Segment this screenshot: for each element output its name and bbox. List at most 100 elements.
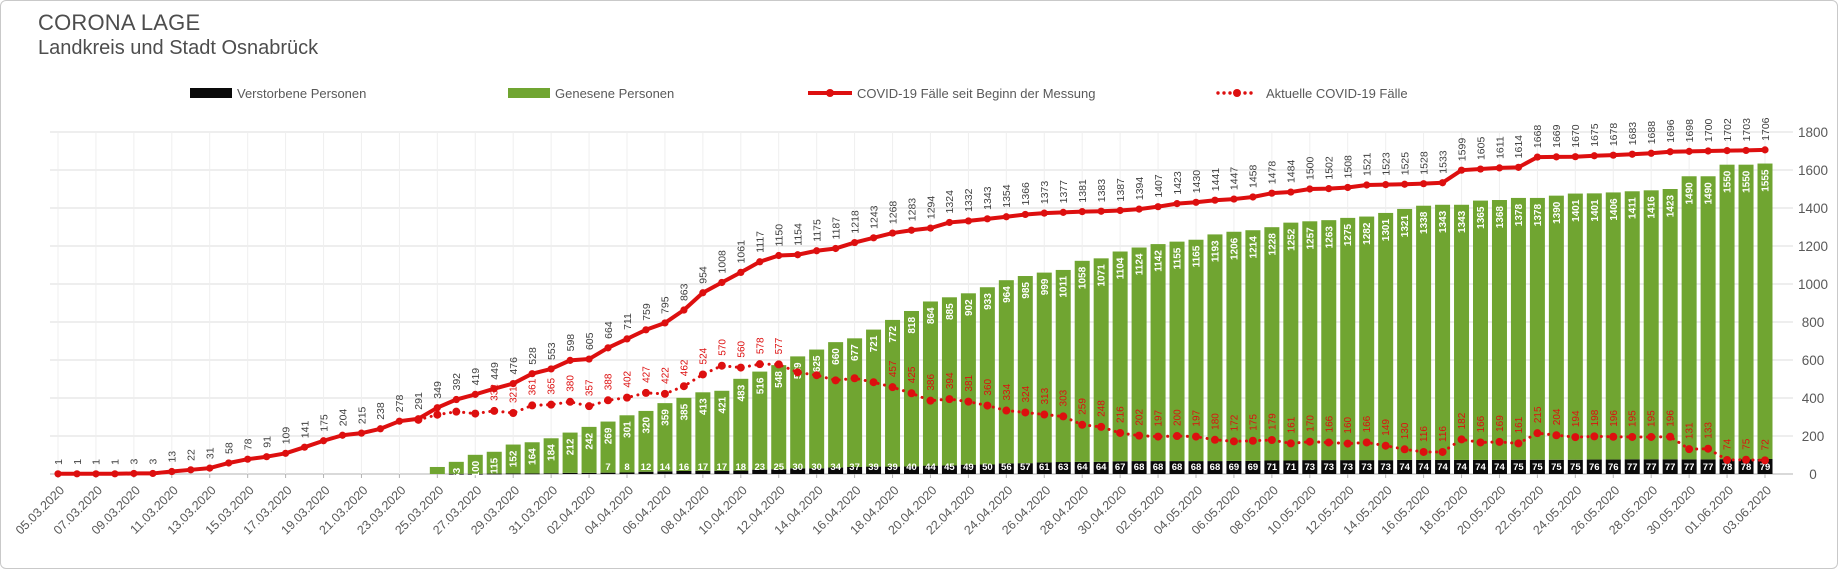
svg-text:79: 79 [1760,462,1771,473]
svg-text:1599: 1599 [1456,138,1468,162]
svg-text:44: 44 [925,462,936,473]
svg-text:23: 23 [754,462,765,473]
svg-text:1377: 1377 [1058,180,1070,204]
svg-text:1324: 1324 [944,190,956,214]
svg-text:71: 71 [1267,462,1278,473]
svg-text:58: 58 [224,442,236,454]
svg-text:1243: 1243 [868,205,880,229]
svg-text:1800: 1800 [1798,125,1828,140]
svg-text:204: 204 [337,409,349,427]
svg-text:78: 78 [242,438,254,450]
svg-text:57: 57 [1020,462,1031,473]
svg-text:1696: 1696 [1665,119,1677,143]
svg-text:1: 1 [110,459,122,465]
svg-text:75: 75 [1532,462,1543,473]
svg-text:1354: 1354 [1001,184,1013,208]
svg-text:413: 413 [698,398,709,415]
svg-text:1394: 1394 [1134,177,1146,201]
legend-label-active: Aktuelle COVID-19 Fälle [1266,85,1408,101]
svg-text:77: 77 [1627,462,1638,473]
svg-text:1502: 1502 [1324,156,1336,180]
svg-text:1155: 1155 [1173,247,1184,269]
svg-text:1390: 1390 [1552,201,1563,224]
svg-text:75: 75 [1570,462,1581,473]
svg-text:361: 361 [528,378,539,395]
svg-text:1416: 1416 [1647,196,1658,219]
svg-text:528: 528 [527,347,539,365]
svg-text:17: 17 [698,462,709,473]
svg-text:578: 578 [755,337,766,354]
svg-text:864: 864 [926,307,937,324]
legend-item-recovered: Genesene Personen [508,80,674,106]
svg-text:1165: 1165 [1192,245,1203,267]
svg-text:1683: 1683 [1627,122,1639,146]
svg-text:200: 200 [1173,409,1184,426]
svg-text:598: 598 [565,334,577,352]
svg-text:1600: 1600 [1798,163,1828,178]
svg-text:954: 954 [698,266,710,284]
svg-text:660: 660 [831,348,842,365]
svg-text:1142: 1142 [1154,250,1165,272]
svg-text:1381: 1381 [1077,179,1089,203]
svg-text:76: 76 [1608,462,1619,473]
svg-text:109: 109 [280,427,292,445]
svg-text:1117: 1117 [755,231,767,253]
svg-text:721: 721 [869,335,880,352]
svg-text:1150: 1150 [774,224,786,247]
svg-text:17: 17 [717,462,728,473]
svg-text:421: 421 [717,396,728,413]
svg-text:394: 394 [945,372,956,389]
svg-text:1104: 1104 [1116,257,1127,279]
svg-text:1675: 1675 [1589,123,1601,147]
legend-label-deceased: Verstorbene Personen [237,85,367,101]
svg-text:74: 74 [1494,462,1505,473]
svg-text:902: 902 [964,299,975,316]
svg-text:39: 39 [868,462,879,473]
svg-text:560: 560 [736,340,747,357]
svg-text:195: 195 [1628,410,1639,427]
svg-text:68: 68 [1134,462,1145,473]
svg-text:166: 166 [1476,415,1487,432]
svg-text:999: 999 [1040,278,1051,295]
svg-text:1: 1 [53,459,65,465]
svg-text:180: 180 [1210,413,1221,430]
svg-text:1430: 1430 [1191,170,1203,194]
svg-text:392: 392 [451,373,463,391]
svg-text:75: 75 [1513,462,1524,473]
svg-text:313: 313 [1040,387,1051,404]
svg-text:863: 863 [679,283,691,301]
svg-text:67: 67 [1115,462,1126,473]
svg-text:77: 77 [1684,462,1695,473]
svg-text:1154: 1154 [793,223,805,246]
svg-text:1490: 1490 [1685,182,1696,205]
svg-text:73: 73 [1305,462,1316,473]
svg-text:1523: 1523 [1380,152,1392,176]
svg-text:1: 1 [91,459,103,465]
total-labels-group: 1 1 1 1 3 3 13 22 31 58 78 91 109 141 175 204 215 238 278 2… [53,117,1772,464]
svg-text:425: 425 [907,366,918,383]
svg-text:198: 198 [1590,409,1601,426]
svg-text:12: 12 [641,462,652,473]
svg-text:1406: 1406 [1609,198,1620,221]
svg-text:303: 303 [1059,389,1070,406]
active-dotted-swatch-icon [1216,89,1253,97]
svg-text:1400: 1400 [1798,201,1828,216]
svg-text:116: 116 [1419,426,1430,442]
svg-text:30: 30 [792,462,803,473]
svg-text:1214: 1214 [1248,236,1259,259]
svg-text:1252: 1252 [1286,228,1297,251]
svg-text:242: 242 [585,432,596,449]
svg-text:161: 161 [1286,416,1297,433]
svg-text:77: 77 [1703,462,1714,473]
svg-text:419: 419 [470,368,482,386]
svg-text:1678: 1678 [1608,123,1620,147]
bars-group [429,163,1773,475]
page-title: CORONA LAGE [38,10,201,35]
svg-text:1366: 1366 [1020,182,1032,206]
svg-text:73: 73 [1323,462,1334,473]
svg-text:78: 78 [1741,462,1752,473]
svg-text:1611: 1611 [1494,136,1506,159]
svg-text:1218: 1218 [849,210,861,234]
svg-text:1268: 1268 [887,201,899,225]
svg-text:1257: 1257 [1305,227,1316,250]
